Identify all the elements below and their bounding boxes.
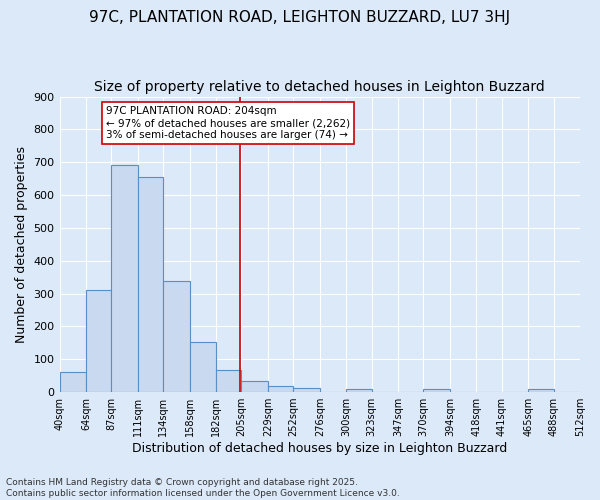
Bar [293, 388, 320, 392]
Bar [424, 390, 450, 392]
Bar [528, 390, 554, 392]
Bar [268, 386, 293, 392]
Text: 97C, PLANTATION ROAD, LEIGHTON BUZZARD, LU7 3HJ: 97C, PLANTATION ROAD, LEIGHTON BUZZARD, … [89, 10, 511, 25]
Bar [112, 164, 138, 392]
Text: Contains HM Land Registry data © Crown copyright and database right 2025.
Contai: Contains HM Land Registry data © Crown c… [6, 478, 400, 498]
Bar [86, 290, 112, 392]
Bar [346, 390, 371, 392]
Text: 97C PLANTATION ROAD: 204sqm
← 97% of detached houses are smaller (2,262)
3% of s: 97C PLANTATION ROAD: 204sqm ← 97% of det… [106, 106, 350, 140]
X-axis label: Distribution of detached houses by size in Leighton Buzzard: Distribution of detached houses by size … [132, 442, 508, 455]
Bar [163, 282, 190, 392]
Bar [138, 176, 163, 392]
Bar [59, 372, 86, 392]
Bar [216, 370, 241, 392]
Title: Size of property relative to detached houses in Leighton Buzzard: Size of property relative to detached ho… [94, 80, 545, 94]
Y-axis label: Number of detached properties: Number of detached properties [15, 146, 28, 343]
Bar [190, 342, 216, 392]
Bar [241, 380, 268, 392]
